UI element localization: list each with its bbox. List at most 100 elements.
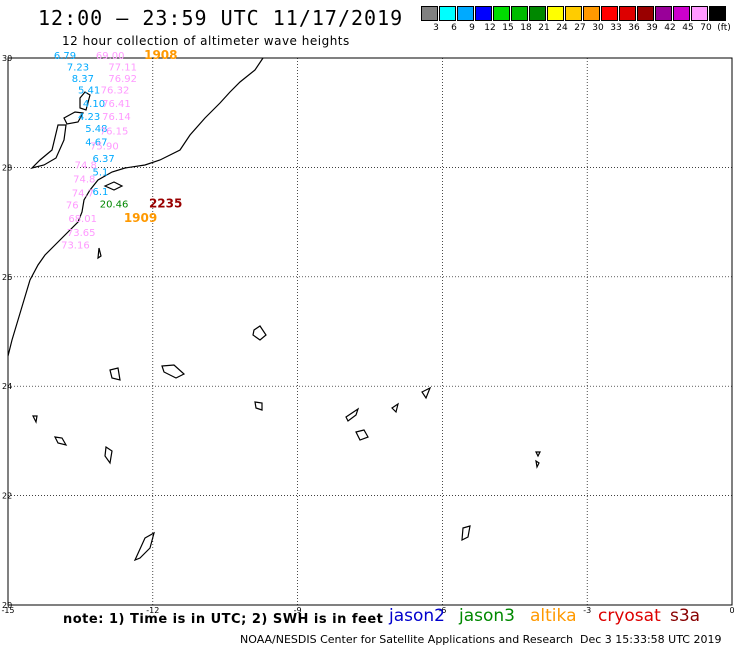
africa-coastline: [7, 57, 264, 357]
lat-tick-label: 30: [2, 54, 12, 63]
wave-height-label: 4.67: [85, 138, 107, 149]
wave-height-label: 76.41: [102, 99, 131, 110]
legend-swatch: [511, 6, 528, 21]
island-g: [391, 402, 399, 414]
lon-tick-label: -6: [438, 606, 446, 615]
wave-height-label: 8.37: [72, 74, 94, 85]
wave-height-label: 7.23: [67, 63, 89, 74]
island-f: [345, 407, 360, 422]
legend-swatch: [457, 6, 474, 21]
satellite-s3a: s3a: [670, 606, 701, 626]
legend-swatch: [439, 6, 456, 21]
canary-lanzarote-island: [79, 91, 91, 111]
lon-tick-label: -12: [146, 606, 159, 615]
coast-inlet-1: [103, 181, 124, 191]
map-border: [7, 57, 733, 606]
wave-height-label: 76.92: [108, 74, 137, 85]
legend-swatch: [565, 6, 582, 21]
lon-tick-label: 0: [729, 606, 734, 615]
legend-label: 12: [484, 23, 496, 33]
island-h: [355, 429, 369, 441]
wave-height-label: 4.23: [78, 112, 100, 123]
island-o: [133, 531, 155, 562]
wave-height-label: 6.79: [54, 51, 76, 62]
page-subtitle: 12 hour collection of altimeter wave hei…: [62, 34, 350, 48]
small-islet-1: [97, 247, 102, 260]
legend-label: 6: [451, 23, 457, 33]
coastline: [7, 57, 541, 562]
island-i: [32, 415, 38, 424]
legend-label: 18: [520, 23, 532, 33]
satellite-cryosat: cryosat: [598, 606, 661, 626]
credit-text: NOAA/NESDIS Center for Satellite Applica…: [240, 633, 574, 646]
island-n: [461, 525, 471, 542]
wave-height-label: 74.8: [73, 175, 95, 186]
wave-height-label: 5.48: [85, 124, 107, 135]
lon-tick-label: -15: [1, 606, 14, 615]
island-c: [109, 367, 121, 381]
wave-height-label: 77.11: [108, 63, 137, 74]
satellite-jason2: jason2: [389, 606, 445, 626]
canary-fuerteventura-island: [63, 111, 84, 125]
legend-label: 3: [433, 23, 439, 33]
wave-height-label: 74.8: [75, 160, 97, 171]
legend-swatch: [421, 6, 438, 21]
wave-height-label: 73.16: [61, 240, 90, 251]
wave-height-label: 1909: [124, 211, 157, 225]
wave-height-label: 75.90: [90, 141, 119, 152]
legend-swatch: [601, 6, 618, 21]
page-title: 12:00 – 23:59 UTC 11/17/2019: [38, 6, 404, 30]
island-l: [535, 451, 541, 458]
island-k: [104, 445, 113, 465]
wave-height-label: 69.00: [96, 51, 125, 62]
wave-height-label: 76: [66, 200, 79, 211]
legend-label: 9: [469, 23, 475, 33]
island-m: [535, 459, 540, 469]
wave-height-label: 74.7: [72, 188, 94, 199]
legend-swatch: [547, 6, 564, 21]
lat-tick-label: 22: [2, 492, 12, 501]
legend-swatch: [475, 6, 492, 21]
wave-height-label: 2235: [149, 196, 182, 210]
canary-gran-canaria-island: [30, 124, 67, 170]
legend-swatch: [637, 6, 654, 21]
island-e: [421, 386, 432, 400]
lat-tick-label: 20: [2, 601, 12, 610]
wave-height-label: 73.65: [67, 228, 96, 239]
generation-timestamp: Dec 3 15:33:58 UTC 2019: [580, 633, 722, 646]
legend-label: 30: [592, 23, 604, 33]
legend-swatch: [493, 6, 510, 21]
legend-swatch: [691, 6, 708, 21]
wave-height-label: 5.1: [92, 168, 108, 179]
satellite-jason3: jason3: [459, 606, 515, 626]
island-j: [53, 436, 68, 446]
map-frame: 30 28 26 24 22 20-15 -12 -9 -6 -3 0: [1, 54, 734, 615]
wave-height-label: 6.1: [92, 187, 108, 198]
lat-tick-label: 28: [2, 163, 12, 172]
legend-label: 45: [682, 23, 694, 33]
legend-label: 21: [538, 23, 550, 33]
island-d: [254, 401, 263, 411]
lat-tick-label: 24: [2, 382, 12, 391]
legend-label: 36: [628, 23, 640, 33]
wave-height-label: 1908: [144, 48, 177, 62]
island-a: [252, 325, 267, 341]
legend-label: (ft): [717, 23, 731, 33]
satellite-altika: altika: [530, 606, 577, 626]
map-grid: [8, 58, 732, 605]
wave-height-labels: 6.79 69.00 1908 7.23 77.11 8.37 76.92 5.41 76.32…: [54, 48, 182, 251]
legend-swatch: [655, 6, 672, 21]
legend-label: 39: [646, 23, 658, 33]
wave-height-label: 68.01: [68, 214, 97, 225]
wave-height-label: 6.37: [92, 154, 114, 165]
island-b: [161, 364, 186, 379]
lon-tick-label: -3: [583, 606, 591, 615]
wave-height-label: 5.41: [78, 86, 100, 97]
legend-label: 24: [556, 23, 568, 33]
legend-swatch: [673, 6, 690, 21]
legend-swatch: [529, 6, 546, 21]
legend-label: 15: [502, 23, 514, 33]
legend-label: 27: [574, 23, 586, 33]
legend-label: 33: [610, 23, 622, 33]
